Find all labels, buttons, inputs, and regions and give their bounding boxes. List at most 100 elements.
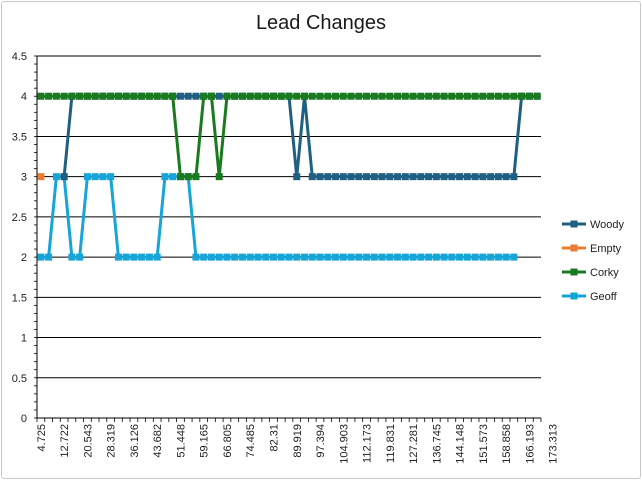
corky-point — [355, 92, 363, 100]
corky-point — [262, 92, 270, 100]
woody-point — [347, 173, 355, 181]
woody-point — [487, 173, 495, 181]
corky-point — [45, 92, 53, 100]
geoff-point — [332, 253, 340, 261]
corky-point — [215, 173, 223, 181]
woody-point — [215, 92, 223, 100]
corky-point — [463, 92, 471, 100]
x-tick-label: 166.193 — [524, 424, 536, 464]
corky-point — [223, 92, 231, 100]
corky-point — [510, 92, 518, 100]
x-tick-label: 136.745 — [431, 424, 443, 464]
geoff-point — [440, 253, 448, 261]
geoff-point — [425, 253, 433, 261]
x-tick-label: 43.682 — [152, 424, 164, 458]
geoff-point — [471, 253, 479, 261]
geoff-point — [285, 253, 293, 261]
corky-point — [432, 92, 440, 100]
geoff-point — [223, 253, 231, 261]
corky-point — [386, 92, 394, 100]
corky-point — [130, 92, 138, 100]
geoff-point — [262, 253, 270, 261]
geoff-point — [487, 253, 495, 261]
corky-point — [293, 92, 301, 100]
geoff-point — [316, 253, 324, 261]
legend-marker-empty — [570, 244, 578, 252]
corky-point — [114, 92, 122, 100]
woody-point — [409, 173, 417, 181]
woody-point — [502, 173, 510, 181]
x-tick-label: 158.858 — [501, 424, 513, 464]
corky-point — [378, 92, 386, 100]
woody-point — [479, 173, 487, 181]
geoff-point — [502, 253, 510, 261]
corky-point — [91, 92, 99, 100]
geoff-point — [83, 173, 91, 181]
corky-point — [238, 92, 246, 100]
y-tick-label: 4 — [21, 91, 27, 103]
corky-point — [502, 92, 510, 100]
woody-point — [370, 173, 378, 181]
x-tick-label: 51.448 — [175, 424, 187, 458]
woody-point — [494, 173, 502, 181]
corky-point — [254, 92, 262, 100]
x-tick-label: 97.394 — [315, 424, 327, 458]
x-tick-label: 12.722 — [59, 424, 71, 458]
geoff-point — [347, 253, 355, 261]
woody-point — [440, 173, 448, 181]
woody-point — [471, 173, 479, 181]
geoff-point — [479, 253, 487, 261]
geoff-point — [409, 253, 417, 261]
legend-marker-geoff — [570, 292, 578, 300]
geoff-point — [417, 253, 425, 261]
corky-point — [518, 92, 526, 100]
woody-point — [401, 173, 409, 181]
geoff-point — [107, 173, 115, 181]
corky-point — [533, 92, 541, 100]
geoff-point — [37, 253, 45, 261]
woody-point — [363, 173, 371, 181]
corky-point — [401, 92, 409, 100]
geoff-point — [363, 253, 371, 261]
x-tick-label: 66.805 — [222, 424, 234, 458]
geoff-point — [122, 253, 130, 261]
woody-point — [355, 173, 363, 181]
woody-point — [456, 173, 464, 181]
corky-point — [370, 92, 378, 100]
geoff-point — [370, 253, 378, 261]
corky-point — [456, 92, 464, 100]
x-tick-label: 82.31 — [268, 424, 280, 452]
corky-point — [161, 92, 169, 100]
geoff-point — [308, 253, 316, 261]
corky-point — [324, 92, 332, 100]
geoff-point — [401, 253, 409, 261]
corky-point — [83, 92, 91, 100]
corky-point — [409, 92, 417, 100]
geoff-point — [114, 253, 122, 261]
geoff-point — [324, 253, 332, 261]
corky-point — [176, 173, 184, 181]
woody-point — [316, 173, 324, 181]
geoff-point — [339, 253, 347, 261]
corky-point — [471, 92, 479, 100]
x-tick-label: 104.903 — [338, 424, 350, 464]
woody-point — [417, 173, 425, 181]
woody-point — [394, 173, 402, 181]
y-tick-label: 4.5 — [12, 51, 27, 63]
geoff-point — [494, 253, 502, 261]
woody-point — [293, 173, 301, 181]
woody-point — [432, 173, 440, 181]
corky-point — [487, 92, 495, 100]
geoff-point — [169, 173, 177, 181]
corky-point — [145, 92, 153, 100]
geoff-point — [161, 173, 169, 181]
corky-point — [394, 92, 402, 100]
geoff-point — [130, 253, 138, 261]
geoff-point — [45, 253, 53, 261]
corky-point — [440, 92, 448, 100]
corky-point — [525, 92, 533, 100]
corky-point — [246, 92, 254, 100]
woody-point — [60, 173, 68, 181]
